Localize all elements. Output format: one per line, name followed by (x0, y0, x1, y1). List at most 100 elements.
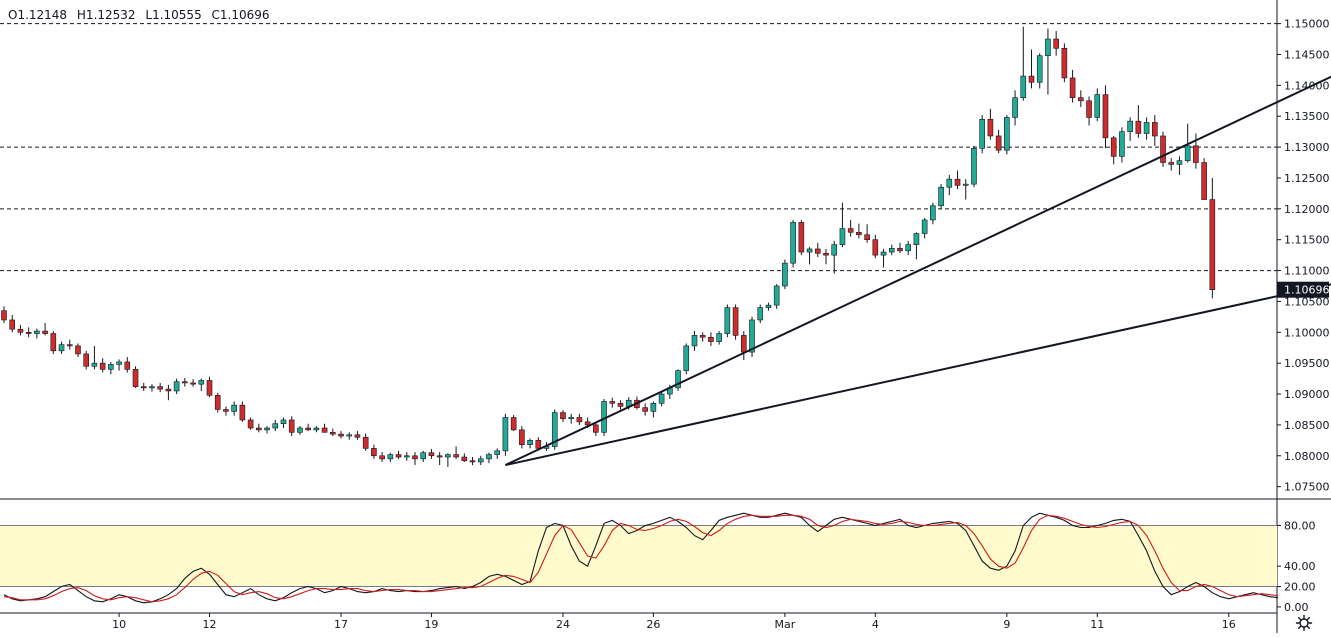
candle-up[interactable] (1020, 75, 1027, 98)
candle-down[interactable] (593, 424, 599, 433)
candle-up[interactable] (790, 222, 796, 264)
gear-icon[interactable] (1295, 614, 1313, 632)
candle-up[interactable] (749, 319, 755, 353)
candle-up[interactable] (486, 454, 492, 460)
candle-up[interactable] (757, 307, 764, 321)
candle-up[interactable] (1012, 97, 1018, 118)
candle-down[interactable] (66, 344, 73, 347)
candle-down[interactable] (1135, 120, 1142, 134)
candle-down[interactable] (50, 333, 57, 352)
candle-up[interactable] (116, 361, 122, 365)
candle-down[interactable] (362, 436, 369, 449)
candle-up[interactable] (231, 404, 237, 412)
candle-down[interactable] (535, 440, 542, 449)
candle-up[interactable] (979, 119, 985, 149)
candle-up[interactable] (675, 370, 681, 389)
candle-up[interactable] (913, 233, 920, 245)
candle-down[interactable] (305, 427, 311, 431)
candle-down[interactable] (1086, 100, 1092, 118)
candle-up[interactable] (264, 427, 270, 431)
candle-up[interactable] (149, 386, 155, 389)
candle-down[interactable] (247, 419, 254, 429)
candle-up[interactable] (198, 380, 205, 385)
candle-down[interactable] (338, 433, 344, 437)
candle-up[interactable] (946, 178, 953, 188)
candle-up[interactable] (173, 381, 180, 392)
candle-up[interactable] (1119, 131, 1125, 157)
candle-down[interactable] (25, 332, 32, 334)
candle-down[interactable] (609, 401, 616, 404)
candle-up[interactable] (683, 345, 690, 371)
candle-up[interactable] (91, 362, 98, 367)
candle-down[interactable] (395, 454, 402, 458)
candle-down[interactable] (617, 403, 624, 407)
candle-down[interactable] (1193, 145, 1199, 163)
candle-down[interactable] (239, 404, 246, 421)
candle-up[interactable] (1036, 55, 1043, 83)
candle-down[interactable] (798, 222, 805, 253)
candle-down[interactable] (9, 319, 16, 330)
candle-up[interactable] (297, 427, 303, 433)
candle-down[interactable] (354, 434, 361, 438)
candle-up[interactable] (568, 417, 574, 420)
candle-up[interactable] (551, 412, 558, 447)
candle-down[interactable] (165, 388, 172, 392)
candle-down[interactable] (864, 234, 870, 240)
candle-down[interactable] (140, 386, 147, 389)
candle-down[interactable] (987, 119, 994, 137)
candle-up[interactable] (962, 183, 969, 186)
candle-down[interactable] (560, 412, 566, 420)
candle-up[interactable] (839, 228, 846, 245)
candle-up[interactable] (716, 333, 722, 342)
candle-up[interactable] (880, 251, 887, 256)
candle-up[interactable] (971, 148, 977, 185)
candle-down[interactable] (1152, 122, 1158, 137)
candle-up[interactable] (420, 452, 427, 460)
candle-down[interactable] (75, 345, 81, 355)
candle-up[interactable] (272, 423, 279, 429)
candle-up[interactable] (921, 219, 928, 234)
candle-down[interactable] (182, 381, 188, 384)
candle-down[interactable] (897, 248, 903, 252)
candle-up[interactable] (445, 454, 451, 458)
candle-down[interactable] (1110, 137, 1117, 157)
candle-up[interactable] (905, 244, 912, 252)
candle-down[interactable] (83, 353, 89, 367)
candle-up[interactable] (691, 335, 698, 347)
trendline[interactable] (505, 258, 1331, 467)
candle-up[interactable] (387, 454, 394, 460)
candle-down[interactable] (1209, 199, 1216, 291)
candle-down[interactable] (436, 455, 443, 458)
candle-up[interactable] (527, 440, 533, 445)
candle-up[interactable] (773, 285, 780, 306)
candle-up[interactable] (782, 262, 788, 287)
candle-down[interactable] (584, 421, 591, 426)
candle-up[interactable] (1176, 160, 1183, 165)
candle-down[interactable] (461, 456, 468, 462)
candle-down[interactable] (642, 407, 648, 412)
candle-down[interactable] (469, 460, 476, 463)
candle-down[interactable] (214, 394, 221, 410)
candle-up[interactable] (58, 344, 65, 352)
candle-up[interactable] (477, 458, 484, 463)
candle-up[interactable] (938, 186, 944, 207)
candle-down[interactable] (288, 419, 295, 433)
candle-up[interactable] (831, 244, 838, 256)
candle-down[interactable] (453, 454, 459, 458)
candle-up[interactable] (346, 434, 353, 437)
candle-down[interactable] (1160, 135, 1166, 163)
candle-down[interactable] (223, 409, 229, 412)
stochastic-d-line[interactable] (3, 514, 1279, 603)
candle-up[interactable] (888, 248, 895, 253)
candle-down[interactable] (740, 335, 747, 353)
candle-down[interactable] (1102, 94, 1109, 139)
candle-down[interactable] (99, 362, 106, 370)
candle-up[interactable] (502, 417, 509, 452)
candle-down[interactable] (1078, 97, 1084, 102)
candle-down[interactable] (256, 427, 262, 431)
candle-down[interactable] (1069, 77, 1076, 98)
candle-down[interactable] (519, 429, 525, 445)
candle-down[interactable] (708, 336, 714, 342)
candle-up[interactable] (1127, 120, 1133, 132)
